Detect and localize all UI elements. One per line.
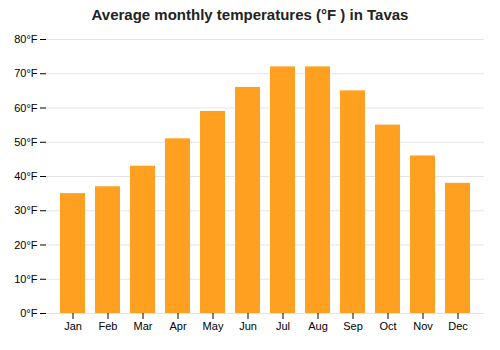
svg-text:0°F: 0°F: [20, 307, 38, 319]
svg-text:10°F: 10°F: [14, 273, 38, 285]
html-text:Average monthly temperatures (: Average monthly temperatures (°F ) in Ta…: [91, 6, 409, 23]
svg-text:May: May: [203, 320, 224, 332]
svg-text:Jul: Jul: [276, 320, 290, 332]
svg-text:30°F: 30°F: [14, 204, 38, 216]
svg-text:40°F: 40°F: [14, 170, 38, 182]
svg-text:Sep: Sep: [343, 320, 363, 332]
svg-text:Feb: Feb: [99, 320, 118, 332]
svg-text:Jun: Jun: [239, 320, 257, 332]
svg-text:70°F: 70°F: [14, 67, 38, 79]
svg-text:60°F: 60°F: [14, 102, 38, 114]
svg-text:Nov: Nov: [413, 320, 433, 332]
svg-text:Oct: Oct: [379, 320, 396, 332]
svg-text:Dec: Dec: [448, 320, 468, 332]
svg-text:80°F: 80°F: [14, 33, 38, 45]
svg-text:Mar: Mar: [134, 320, 153, 332]
svg-text:Apr: Apr: [169, 320, 186, 332]
svg-text:Jan: Jan: [64, 320, 82, 332]
svg-text:50°F: 50°F: [14, 136, 38, 148]
svg-text:Aug: Aug: [308, 320, 328, 332]
svg-text:20°F: 20°F: [14, 239, 38, 251]
